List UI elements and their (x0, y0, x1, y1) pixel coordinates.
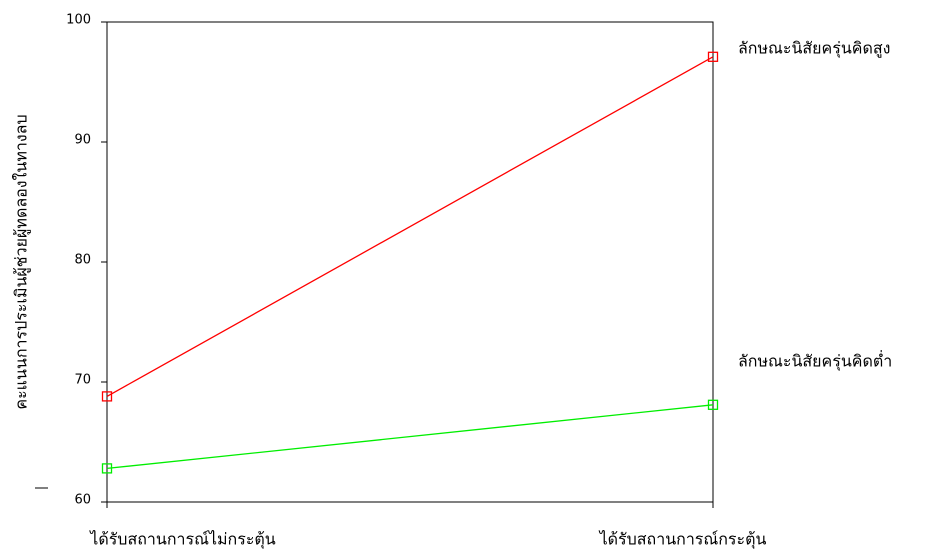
point-marker (707, 399, 719, 410)
y-tick-label: 70 (74, 373, 91, 388)
y-tick-label: 80 (74, 253, 91, 268)
y-tick-label: 60 (74, 493, 91, 508)
series-label: ลักษณะนิสัยครุ่นคิดสูง (738, 38, 890, 58)
point-marker (101, 391, 113, 402)
series-line (106, 404, 714, 470)
point-marker (101, 463, 113, 474)
series-line (106, 56, 714, 397)
x-tick-label: ได้รับสถานการณ์ไม่กระตุ้น (88, 530, 276, 550)
plot-frame (106, 21, 714, 503)
x-tick-label: ได้รับสถานการณ์กระตุ้น (598, 530, 767, 550)
y-tick-label: 90 (74, 133, 91, 148)
point-marker (707, 51, 719, 62)
y-axis-label: คะแนนการประเมินผู้ช่วยผู้ทดลองในทางลบ (12, 114, 32, 409)
y-tick-label: 100 (66, 13, 91, 28)
series-label: ลักษณะนิสัยครุ่นคิดต่ำ (738, 349, 892, 371)
